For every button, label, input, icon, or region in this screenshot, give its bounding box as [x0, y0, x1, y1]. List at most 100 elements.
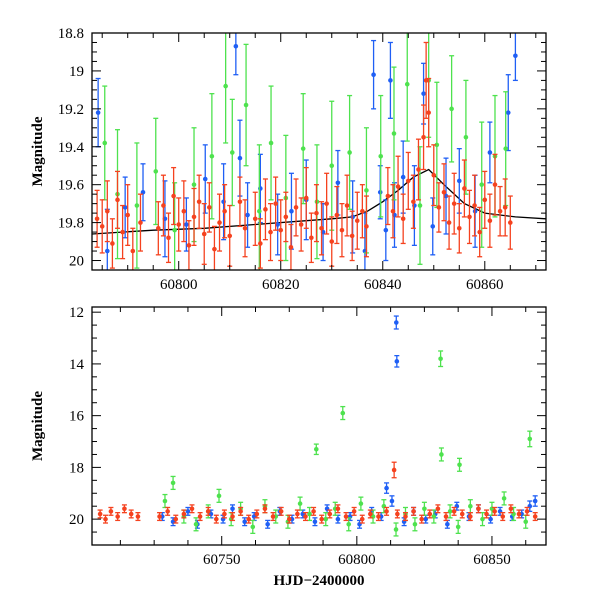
marker [482, 197, 488, 203]
series-red [94, 41, 513, 270]
data-point [286, 514, 292, 524]
marker [423, 516, 429, 522]
data-point [410, 174, 416, 229]
data-point [162, 493, 168, 509]
y-tick-label: 19.2 [58, 102, 84, 118]
marker [153, 169, 159, 174]
marker [523, 519, 529, 525]
data-point [134, 142, 140, 269]
x-tick-label: 60820 [262, 277, 300, 293]
data-point [238, 506, 244, 516]
data-point [516, 509, 522, 519]
data-point [532, 512, 538, 522]
data-point [242, 517, 248, 527]
data-point [423, 41, 429, 119]
marker [467, 214, 472, 220]
marker [173, 516, 179, 522]
data-point [319, 201, 325, 256]
data-point [467, 512, 473, 522]
data-point [497, 185, 503, 237]
marker [451, 509, 457, 514]
marker [394, 359, 400, 364]
data-point [351, 506, 357, 516]
data-point [412, 517, 418, 532]
data-point [300, 93, 306, 205]
data-point [297, 496, 303, 511]
marker [216, 493, 222, 499]
data-point [391, 66, 397, 201]
data-point [268, 85, 274, 201]
top-panel-zoom: 60800 60820 60840 60860 18.8 19 19.2 19.4 19.6 19… [30, 26, 547, 293]
data-point [197, 512, 203, 522]
marker [138, 220, 143, 225]
marker [156, 225, 161, 231]
data-point [102, 85, 108, 201]
marker [492, 182, 498, 187]
data-point [426, 77, 432, 148]
x-tick-label: 60850 [473, 552, 511, 568]
marker [340, 410, 346, 416]
data-point [191, 187, 197, 247]
data-point [193, 517, 199, 532]
data-point [223, 33, 229, 144]
marker [351, 509, 357, 514]
data-point [243, 43, 249, 167]
marker [209, 153, 215, 159]
data-point [421, 501, 427, 516]
marker [130, 248, 136, 254]
data-point [343, 512, 349, 522]
data-point [265, 519, 271, 529]
marker [110, 241, 115, 246]
x-tick-label: 60800 [338, 552, 376, 568]
data-point [137, 193, 143, 252]
data-point [438, 447, 444, 462]
marker [108, 509, 114, 514]
marker [329, 239, 335, 244]
data-point [488, 514, 494, 524]
data-point [339, 202, 345, 258]
data-point [230, 504, 236, 514]
marker [364, 224, 369, 229]
marker [472, 203, 477, 208]
marker [311, 509, 316, 514]
marker [270, 514, 276, 519]
data-point [270, 512, 276, 522]
marker [508, 506, 514, 512]
data-point [99, 199, 105, 254]
marker [223, 83, 228, 89]
data-point [201, 202, 207, 265]
data-point [497, 506, 503, 516]
data-point [308, 212, 314, 264]
marker [115, 514, 120, 519]
data-point [221, 509, 227, 519]
marker [479, 182, 485, 187]
marker [309, 235, 314, 241]
data-point [484, 509, 490, 519]
marker [295, 511, 300, 517]
axes-frame [91, 32, 547, 271]
marker [443, 514, 449, 519]
marker [237, 199, 243, 205]
data-point [457, 457, 463, 472]
data-point [512, 33, 518, 82]
marker [197, 514, 203, 519]
marker [456, 178, 462, 184]
data-point [157, 512, 163, 522]
data-point [311, 506, 317, 516]
marker [275, 222, 280, 227]
data-point [359, 514, 365, 524]
marker [503, 146, 509, 151]
marker [403, 514, 408, 519]
marker [416, 167, 421, 172]
data-point [456, 202, 462, 254]
marker [445, 522, 450, 527]
data-point [436, 182, 442, 233]
marker [502, 205, 508, 210]
data-point [435, 504, 441, 514]
data-point [298, 197, 304, 252]
marker [319, 516, 325, 522]
data-point [359, 184, 365, 239]
marker [391, 131, 397, 136]
marker [439, 452, 444, 457]
data-point [404, 33, 410, 142]
